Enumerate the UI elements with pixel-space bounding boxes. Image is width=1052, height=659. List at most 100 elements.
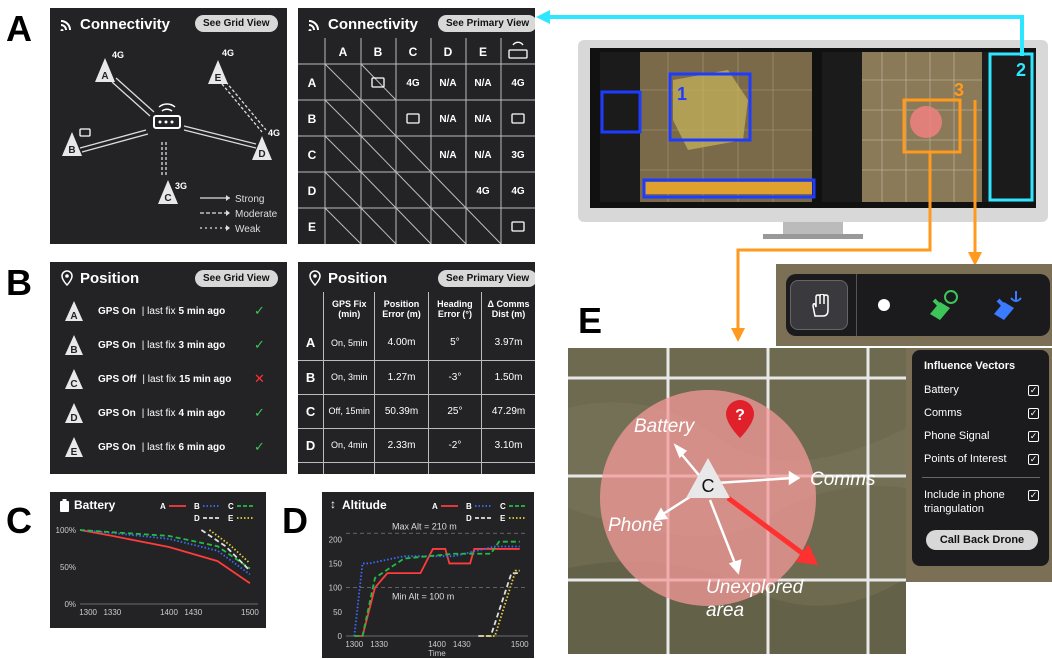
link-router-d: [183, 129, 257, 149]
y-tick-label: 100%: [56, 526, 76, 535]
point-tool-icon[interactable]: [876, 297, 892, 313]
highlight-left-panel: [600, 90, 642, 134]
cross-icon: ✕: [254, 371, 265, 386]
legend-label-a: A: [432, 502, 438, 511]
x-tick-label: 1400: [160, 608, 178, 617]
node-triangle-icon: B: [65, 335, 83, 356]
node-a-triangle: [95, 58, 115, 82]
cell-c-e: N/A: [474, 150, 491, 161]
include-triangulation-checkbox[interactable]: ✓: [1028, 490, 1039, 501]
influence-item-checkbox[interactable]: ✓: [1028, 431, 1039, 442]
include-triangulation-label: Include in phone triangulation: [924, 489, 1005, 515]
x-tick-label: 1430: [453, 640, 471, 649]
cell-gps-fix: On, 5min: [323, 326, 376, 361]
altitude-chart-panel: ↕ Altitude 0 50 100 150 200 1300 1330 1400 1430 1…: [322, 492, 534, 658]
series-line-b: [353, 545, 520, 637]
influence-vectors-panel: Influence Vectors Battery ✓ Comms ✓ Phone Si…: [912, 350, 1049, 566]
x-tick-label: 1500: [511, 640, 529, 649]
influence-item-checkbox[interactable]: ✓: [1028, 454, 1039, 465]
legend-label-c: C: [228, 502, 234, 511]
legend-label-e: E: [500, 514, 506, 523]
see-primary-view-button[interactable]: See Primary View: [438, 270, 535, 287]
call-back-drone-button[interactable]: Call Back Drone: [926, 530, 1038, 550]
col-header-d: D: [444, 45, 453, 59]
connectivity-grid-panel: Connectivity See Primary View: [298, 8, 535, 244]
series-line-c: [79, 529, 251, 570]
figure-letter-b: B: [6, 262, 32, 303]
altitude-chart: 0 50 100 150 200 1300 1330 1400 1430 1500 A B C D E Max…: [329, 502, 530, 658]
node-d-triangle: [252, 136, 272, 160]
node-b-triangle: [62, 132, 82, 156]
drone-return-icon[interactable]: [926, 288, 960, 322]
last-fix-prefix: | last fix: [141, 407, 176, 419]
router-icon: [508, 49, 528, 59]
node-e-label: E: [215, 73, 222, 84]
gps-status: GPS On: [98, 339, 136, 351]
row-node: B: [298, 359, 325, 395]
connectivity-grid: A B C D E A B C D E 4G N/A N/A 4G N/A N/…: [298, 38, 535, 244]
vertical-arrows-icon: ↕: [330, 497, 336, 511]
see-grid-view-button[interactable]: See Grid View: [195, 270, 278, 287]
last-fix-time: 4 min ago: [178, 407, 226, 419]
last-fix-time: 6 min ago: [178, 441, 226, 453]
drone-anchor-icon[interactable]: [990, 288, 1024, 322]
influence-item-checkbox[interactable]: ✓: [1028, 408, 1039, 419]
cell-b-d: N/A: [439, 114, 456, 125]
x-tick-label: 1300: [345, 640, 363, 649]
vector-label-comms: Comms: [810, 469, 876, 490]
map-detail: ? C Battery Comms Phone Unexplored area: [568, 348, 906, 654]
row-header-e: E: [308, 220, 316, 234]
location-pin-icon: [309, 270, 321, 286]
y-tick-label: 0%: [64, 600, 76, 609]
see-grid-view-button[interactable]: See Grid View: [195, 15, 278, 32]
influence-item-checkbox[interactable]: ✓: [1028, 385, 1039, 396]
router-icon: [153, 103, 181, 129]
check-icon: ✓: [254, 439, 265, 454]
series-line-b: [79, 529, 251, 576]
cell-c-phone: 3G: [511, 150, 525, 161]
position-list-panel: Position See Grid View A GPS On | last fix…: [50, 262, 287, 474]
series-line-c: [354, 540, 520, 637]
x-tick-label: 1430: [184, 608, 202, 617]
node-label: A: [70, 311, 77, 322]
signal-label-d: 4G: [268, 128, 280, 138]
see-primary-view-button[interactable]: See Primary View: [438, 15, 535, 32]
node-a-label: A: [101, 71, 108, 82]
phone-icon: [511, 221, 525, 232]
location-pin-icon: [61, 270, 73, 286]
vector-label-phone: Phone: [608, 515, 663, 536]
header-gps-fix: GPS Fix (min): [323, 292, 376, 326]
wifi-icon: [60, 20, 71, 31]
y-tick-label: 150: [329, 559, 343, 568]
cell-gps-fix: On, 4min: [323, 427, 376, 463]
y-tick-label: 0: [338, 632, 343, 641]
highlight-map-1: [668, 72, 752, 142]
highlight-timeline: [642, 178, 816, 199]
table-row: A On, 5min 4.00m 5° 3.97m: [298, 326, 535, 361]
node-c-label: C: [164, 193, 171, 204]
y-tick-label: 200: [329, 535, 343, 544]
influence-item-label: Points of Interest: [924, 453, 1007, 465]
link-a-router: [111, 81, 151, 117]
marker-label: ?: [735, 407, 745, 424]
legend-label-b: B: [466, 502, 472, 511]
influence-item-label: Comms: [924, 407, 962, 419]
phone-icon: [406, 113, 420, 124]
last-fix-prefix: | last fix: [141, 305, 176, 317]
hand-tool-icon: [812, 294, 829, 317]
satellite-map: ? C Battery Comms Phone Unexplored area: [568, 348, 906, 654]
header-position-error: Position Error (m): [374, 292, 429, 326]
node-d-label: D: [258, 149, 265, 160]
cell-position-error: 2.33m: [374, 427, 429, 463]
x-axis-label: Time: [428, 649, 446, 658]
node-e-triangle: [208, 60, 228, 84]
legend-label-d: D: [194, 514, 200, 523]
question-marker-icon: ?: [726, 400, 754, 438]
connectivity-graph-title: Connectivity: [80, 16, 171, 33]
legend-label-c: C: [500, 502, 506, 511]
monitor-label-2: 2: [1016, 60, 1026, 80]
hand-tool-button[interactable]: [790, 280, 848, 330]
last-fix-time: 15 min ago: [179, 373, 232, 385]
min-alt-label: Min Alt = 100 m: [392, 592, 454, 602]
cell-comms-dist: 5.29m: [481, 461, 535, 474]
